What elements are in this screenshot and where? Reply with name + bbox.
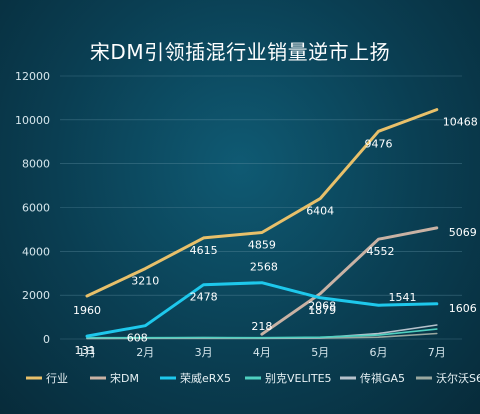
series-line-1 bbox=[85, 108, 439, 298]
data-label: 4552 bbox=[367, 245, 395, 258]
data-label: 6404 bbox=[306, 205, 334, 218]
data-label: 10468 bbox=[443, 116, 478, 129]
data-label: 2568 bbox=[250, 261, 278, 274]
legend-label: 宋DM bbox=[110, 371, 139, 385]
series-line-3 bbox=[85, 281, 439, 338]
x-tick-label: 4月 bbox=[253, 346, 271, 359]
x-tick-label: 7月 bbox=[428, 346, 446, 359]
x-tick-label: 6月 bbox=[370, 346, 388, 359]
legend-label: 沃尔沃S60 bbox=[436, 372, 480, 385]
legend-label: 荣威eRX5 bbox=[180, 372, 231, 385]
x-tick-label: 2月 bbox=[136, 346, 154, 359]
y-tick-label: 8000 bbox=[22, 158, 50, 171]
data-label: 2068 bbox=[308, 300, 336, 313]
legend-label: 行业 bbox=[46, 372, 68, 385]
x-tick-label: 5月 bbox=[311, 346, 329, 359]
series-line-2 bbox=[260, 226, 439, 336]
data-label: 1879 bbox=[308, 304, 336, 317]
data-label: 218 bbox=[251, 320, 272, 333]
y-tick-label: 0 bbox=[43, 333, 50, 346]
data-label: 2478 bbox=[190, 291, 218, 304]
data-label: 4859 bbox=[248, 239, 276, 252]
data-label: 1541 bbox=[389, 291, 417, 304]
legend-label: 别克VELITE5 bbox=[265, 372, 332, 385]
data-label: 4615 bbox=[190, 244, 218, 257]
data-label: 5069 bbox=[449, 226, 477, 239]
y-tick-label: 2000 bbox=[22, 289, 50, 302]
legend-label: 传祺GA5 bbox=[360, 372, 405, 385]
chart-title: 宋DM引领插混行业销量逆市上扬 bbox=[89, 40, 391, 64]
y-tick-label: 4000 bbox=[22, 245, 50, 258]
data-label: 9476 bbox=[365, 137, 393, 150]
y-tick-label: 12000 bbox=[15, 70, 50, 83]
data-label: 131 bbox=[75, 344, 96, 357]
series-line-4 bbox=[86, 328, 438, 339]
y-tick-label: 6000 bbox=[22, 202, 50, 215]
x-tick-label: 3月 bbox=[195, 346, 213, 359]
data-label: 608 bbox=[127, 332, 148, 345]
data-label: 3210 bbox=[131, 275, 159, 288]
y-tick-label: 10000 bbox=[15, 114, 50, 127]
data-label: 1960 bbox=[73, 304, 101, 317]
data-label: 1606 bbox=[449, 302, 477, 315]
x-tick-label: 1月 bbox=[78, 346, 96, 359]
